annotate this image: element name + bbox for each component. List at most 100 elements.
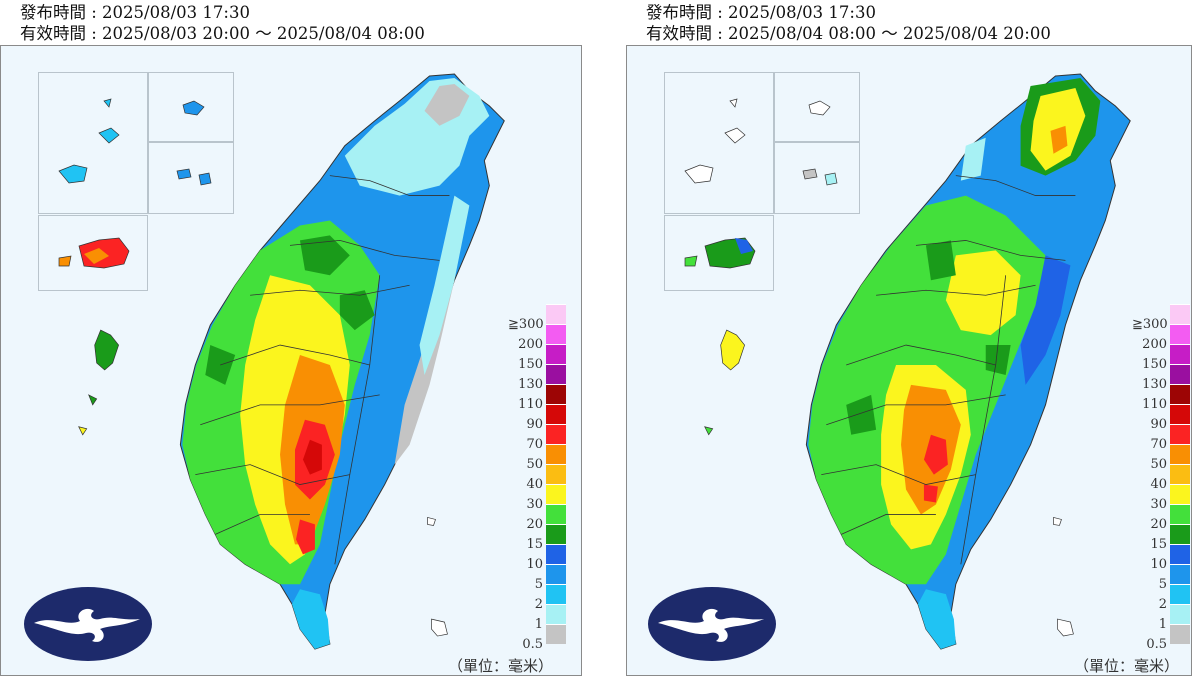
issue-time: 發布時間 : 2025/08/03 17:30: [646, 3, 876, 22]
legend-swatch: [546, 304, 566, 324]
legend-swatch: [546, 464, 566, 484]
legend-swatch: [546, 364, 566, 384]
matsu-inset-2: [774, 72, 860, 142]
legend-label: 90: [1150, 417, 1167, 432]
legend-label: 10: [526, 557, 543, 572]
cwa-cloud-logo-icon: [648, 587, 776, 661]
legend-label: 2: [1158, 597, 1167, 612]
legend-swatch: [546, 404, 566, 424]
legend-label: 5: [1158, 577, 1167, 592]
legend-swatch: [1170, 404, 1190, 424]
orchid-island: [1057, 618, 1074, 637]
issue-time: 發布時間 : 2025/08/03 17:30: [20, 3, 250, 22]
legend-label: 40: [1150, 477, 1167, 492]
legend-swatch: [1170, 584, 1190, 604]
legend-label: 15: [526, 537, 543, 552]
legend-label: ≧300: [1132, 317, 1168, 332]
legend-swatch: [1170, 344, 1190, 364]
legend-label: 15: [1150, 537, 1167, 552]
legend-swatch: [1170, 304, 1190, 324]
rainfall-legend: ≧300 200 150 130 110 90 70 50 40 30 20 1…: [1132, 258, 1192, 651]
legend-label: 70: [526, 437, 543, 452]
legend-swatch: [1170, 484, 1190, 504]
legend-label: 110: [518, 397, 543, 412]
legend-label: 0.5: [522, 637, 543, 652]
legend-label: 20: [526, 517, 543, 532]
legend-swatch: [546, 504, 566, 524]
valid-time: 有效時間 : 2025/08/04 08:00 ～ 2025/08/04 20:…: [646, 24, 1051, 43]
east-light-strip: [419, 195, 470, 375]
county-borders: [195, 175, 450, 565]
forecast-panel-day: 發布時間 : 2025/08/03 17:30 有效時間 : 2025/08/0…: [626, 0, 1192, 676]
rainfall-legend: ≧300 200 150 130 110 90 70 50 40 30 20 1…: [508, 258, 568, 651]
legend-label: 110: [1142, 397, 1167, 412]
south-tip: [291, 589, 330, 650]
central-red-core: [294, 419, 335, 555]
legend-label: 40: [526, 477, 543, 492]
legend-swatch: [1170, 384, 1190, 404]
penghu-islands: [78, 329, 119, 436]
orchid-island: [431, 618, 448, 637]
green-island: [1053, 516, 1062, 526]
kinmen-inset: [148, 142, 234, 214]
central-red-core: [923, 434, 948, 503]
legend-swatch: [546, 544, 566, 564]
kinmen-large-inset: [664, 215, 774, 291]
legend-swatch: [1170, 544, 1190, 564]
north-cyan: [960, 137, 986, 181]
legend-swatch: [546, 324, 566, 344]
legend-label: 130: [518, 377, 543, 392]
legend-label: 200: [518, 337, 543, 352]
unit-label: （單位：毫米）: [448, 657, 554, 675]
taiwan-rainfall-map: [704, 73, 1131, 650]
legend-label: 150: [518, 357, 543, 372]
legend-label: 200: [1142, 337, 1167, 352]
legend-swatch: [1170, 524, 1190, 544]
forecast-panel-night: 發布時間 : 2025/08/03 17:30 有效時間 : 2025/08/0…: [0, 0, 582, 676]
legend-label: 20: [1150, 517, 1167, 532]
legend-swatch: [1170, 444, 1190, 464]
legend-label: 5: [534, 577, 543, 592]
legend-swatch: [1170, 604, 1190, 624]
matsu-inset: [38, 72, 148, 214]
kinmen-inset: [774, 142, 860, 214]
legend-swatch: [1170, 324, 1190, 344]
legend-swatch: [546, 524, 566, 544]
legend-swatch: [1170, 464, 1190, 484]
legend-swatch: [546, 344, 566, 364]
north-gray-area: [424, 83, 470, 126]
legend-label: 150: [1142, 357, 1167, 372]
penghu-islands: [704, 329, 745, 436]
legend-label: 90: [526, 417, 543, 432]
legend-swatch: [546, 424, 566, 444]
central-yellow-north: [945, 250, 1021, 336]
rainfall-map: [626, 45, 1192, 676]
legend-swatch: [1170, 424, 1190, 444]
east-blue: [1020, 255, 1071, 385]
legend-label: 1: [534, 617, 543, 632]
dark-green-patches: [205, 235, 375, 385]
legend-label: 1: [1158, 617, 1167, 632]
legend-label: 30: [1150, 497, 1167, 512]
legend-swatch: [546, 624, 566, 644]
matsu-inset: [664, 72, 774, 214]
county-borders: [821, 175, 1076, 565]
legend-swatch: [1170, 364, 1190, 384]
legend-swatch: [546, 484, 566, 504]
legend-swatch: [546, 444, 566, 464]
legend-swatch: [1170, 504, 1190, 524]
south-tip: [917, 589, 956, 649]
legend-label: 0.5: [1146, 637, 1167, 652]
legend-label: 50: [1150, 457, 1167, 472]
taiwan-rainfall-map: [78, 73, 505, 650]
cwa-cloud-logo-icon: [24, 587, 152, 661]
legend-label: 10: [1150, 557, 1167, 572]
matsu-inset-2: [148, 72, 234, 142]
legend-swatch: [1170, 564, 1190, 584]
legend-swatch: [546, 584, 566, 604]
rainfall-map: [0, 45, 582, 676]
legend-swatch: [546, 604, 566, 624]
legend-label: 30: [526, 497, 543, 512]
kinmen-large-inset: [38, 215, 148, 291]
green-island: [427, 517, 436, 526]
